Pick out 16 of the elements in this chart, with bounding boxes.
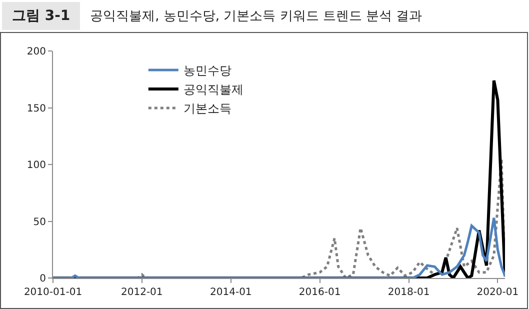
y-tick-label: 100 — [26, 160, 46, 171]
legend-label: 농민수당 — [183, 64, 232, 78]
y-tick-label: 150 — [26, 103, 46, 114]
x-tick-label: 2018-01 — [388, 287, 430, 298]
x-tick-label: 2014-01 — [210, 287, 252, 298]
y-tick-label: 200 — [26, 46, 46, 58]
y-tick-label: 50 — [33, 216, 46, 228]
legend-label: 기본소득 — [183, 102, 232, 116]
chart-title: 그림 3-1 — [2, 2, 80, 30]
x-tick-label: 2016-01 — [298, 287, 341, 298]
y-tick-label: 0 — [40, 274, 46, 284]
chart-subtitle: 공익직불제, 농민수당, 기본소득 키워드 트렌드 분석 결과 — [90, 8, 422, 25]
legend-label: 공익직불제 — [183, 82, 244, 97]
x-tick-label: 2010-01-01 — [24, 287, 82, 298]
x-tick-label: 2012-01 — [120, 287, 163, 298]
x-tick-label: 2020-01 — [476, 287, 519, 298]
